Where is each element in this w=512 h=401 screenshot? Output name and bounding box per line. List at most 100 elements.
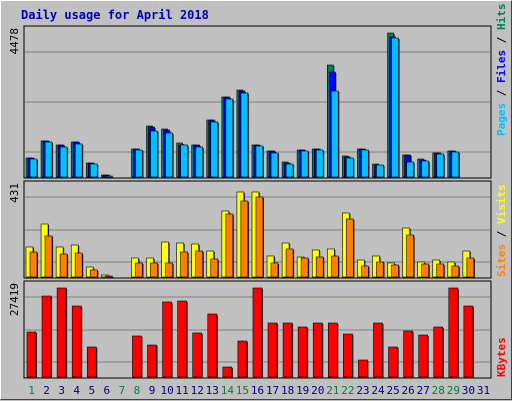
pages-bar-day-4: [74, 143, 83, 178]
pages-bar-day-15: [240, 92, 249, 178]
kbytes-bar-day-27: [418, 334, 428, 378]
day-label-12: 12: [191, 384, 204, 397]
day-label-23: 23: [356, 384, 369, 397]
pages-bar-day-9: [150, 130, 158, 178]
legend-hits-files-pages-files: Files: [495, 50, 508, 83]
kbytes-bar-day-20: [312, 322, 323, 378]
kbytes-bar-day-21: [327, 322, 338, 378]
pages-bar-day-8: [135, 149, 143, 178]
sites-bar-day-8: [135, 262, 143, 278]
sites-bar-day-6-shadow: [106, 277, 114, 278]
kbytes-bar-day-18: [282, 322, 293, 378]
day-label-6: 6: [104, 384, 111, 397]
pages-bar-day-6: [105, 175, 113, 178]
sites-bar-day-20: [315, 256, 324, 278]
sites-bar-day-25: [391, 264, 399, 278]
legend-hits-files-pages-separator: /: [495, 83, 508, 103]
kbytes-bar-day-29: [448, 287, 459, 378]
day-label-17: 17: [266, 384, 279, 397]
kbytes-bar-day-26: [403, 330, 413, 378]
kbytes-bar-day-16: [252, 287, 263, 378]
legend-hits-files-pages-pages: Pages: [495, 103, 508, 136]
day-label-11: 11: [176, 384, 189, 397]
pages-bar-day-1: [29, 158, 38, 178]
pages-bar-day-2: [44, 141, 53, 178]
legend-visits-sites: Sites / Visits: [495, 184, 508, 277]
kbytes-bar-day-3: [56, 287, 67, 378]
sites-bar-day-13: [210, 258, 219, 278]
day-label-5: 5: [88, 384, 95, 397]
day-label-29: 29: [447, 384, 460, 397]
pages-bar-day-19: [300, 150, 309, 178]
kbytes-bar-day-15: [237, 340, 248, 378]
pages-bar-day-28: [436, 153, 445, 178]
pages-bar-day-13: [210, 121, 219, 178]
sites-bar-day-24: [376, 261, 384, 278]
sites-bar-day-21: [330, 255, 339, 278]
pages-bar-day-27: [421, 160, 429, 178]
day-label-16: 16: [251, 384, 264, 397]
sites-bar-day-10: [165, 262, 173, 278]
sites-bar-day-27: [421, 263, 429, 278]
kbytes-bar-day-28: [433, 326, 444, 378]
pages-bar-day-29: [451, 151, 460, 178]
chart-title: Daily usage for April 2018: [21, 8, 209, 22]
sites-bar-day-17: [270, 262, 279, 278]
day-label-18: 18: [281, 384, 294, 397]
pages-bar-day-17: [270, 152, 279, 178]
kbytes-bar-day-22: [343, 333, 353, 378]
kbytes-bar-day-1: [26, 331, 37, 378]
day-label-26: 26: [402, 384, 415, 397]
pages-bar-day-16: [255, 145, 264, 178]
legend-hits-files-pages-hits: Hits: [495, 4, 508, 31]
sites-bar-day-2: [44, 235, 53, 278]
sites-bar-day-29: [451, 265, 460, 278]
kbytes-bar-day-13: [207, 313, 218, 378]
pages-bar-day-14: [225, 98, 234, 178]
sites-bar-day-5: [89, 269, 98, 278]
kbytes-bar-day-17: [267, 322, 278, 378]
sites-bar-day-19: [300, 257, 309, 278]
day-label-4: 4: [73, 384, 80, 397]
kbytes-bar-day-14: [222, 366, 233, 378]
day-label-30: 30: [462, 384, 475, 397]
legend-kbytes-kbytes: KBytes: [495, 337, 508, 377]
day-label-7: 7: [119, 384, 126, 397]
day-label-1: 1: [28, 384, 35, 397]
kbytes-bar-day-2: [41, 295, 52, 378]
kbytes-bar-day-30: [463, 305, 474, 378]
panel-1-ymax-label: 431: [8, 183, 21, 203]
sites-bar-day-28: [436, 263, 445, 278]
sites-bar-day-14: [225, 213, 234, 278]
sites-bar-day-1: [29, 251, 38, 278]
visits-bar-day-10: [161, 241, 169, 278]
day-label-25: 25: [386, 384, 399, 397]
pages-bar-day-10: [165, 132, 173, 178]
kbytes-bar-day-11: [177, 300, 187, 378]
sites-bar-day-9: [150, 262, 158, 278]
pages-bar-day-20: [315, 149, 324, 178]
panel-2-ymax-label: 27419: [8, 283, 21, 316]
panel-0-ymax-label: 4478: [8, 28, 21, 55]
kbytes-bar-day-4: [71, 305, 82, 378]
pages-bar-day-11: [180, 144, 188, 178]
day-label-15: 15: [236, 384, 249, 397]
day-label-14: 14: [221, 384, 235, 397]
kbytes-bar-day-12: [192, 332, 203, 378]
day-label-20: 20: [311, 384, 324, 397]
pages-bar-day-26: [406, 161, 414, 178]
kbytes-bar-day-9: [147, 344, 157, 378]
day-label-8: 8: [134, 384, 141, 397]
day-label-24: 24: [371, 384, 385, 397]
kbytes-bar-day-8: [132, 335, 142, 378]
legend-kbytes: KBytes: [495, 337, 508, 377]
sites-bar-day-22: [346, 218, 354, 278]
legend-visits-sites-visits: Visits: [495, 184, 508, 224]
legend-hits-files-pages-separator: /: [495, 30, 508, 50]
sites-bar-day-16: [255, 196, 264, 278]
pages-bar-day-12: [195, 146, 204, 178]
day-label-9: 9: [149, 384, 156, 397]
kbytes-bar-day-24: [373, 322, 383, 378]
legend-hits-files-pages: Pages / Files / Hits: [495, 4, 508, 137]
